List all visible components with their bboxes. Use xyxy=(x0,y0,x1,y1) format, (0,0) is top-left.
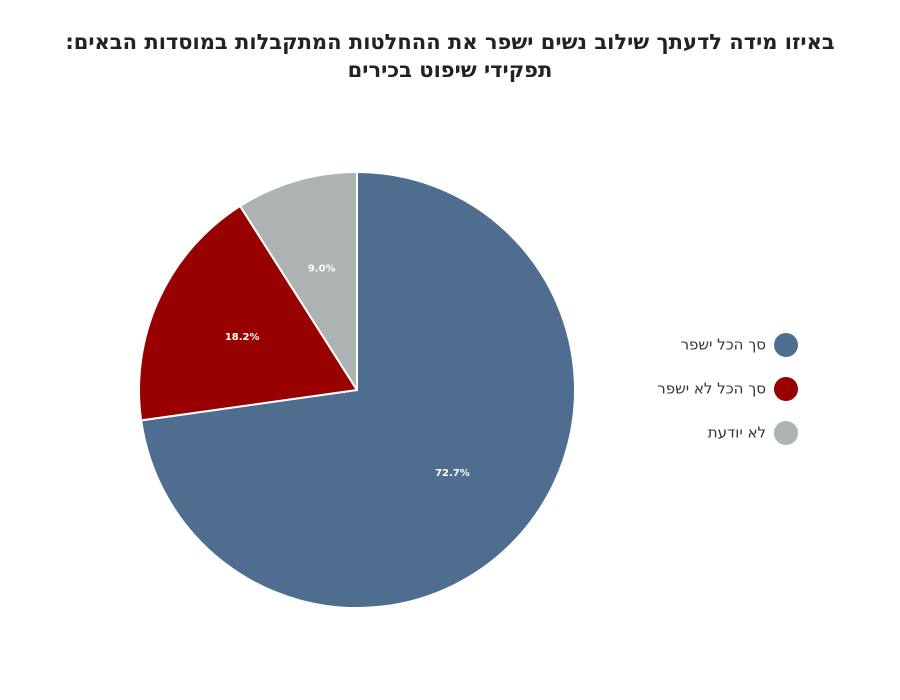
pie-slice-labels: 72.7% 18.2% 9.0% xyxy=(225,264,470,479)
chart-title-line-2: תפקידי שיפוט בכירים xyxy=(347,58,553,82)
slice-3-value-label: 9.0% xyxy=(308,264,336,275)
slice-3 xyxy=(239,171,358,391)
chart-title-line-1: באיזו מידה לדעתך שילוב נשים ישפר את ההחל… xyxy=(65,30,835,54)
slice-1-value-label: 72.7% xyxy=(435,468,470,479)
slice-2 xyxy=(138,205,358,422)
pie-slices xyxy=(138,171,576,609)
legend: סך הכל ישפר סך הכל לא ישפר לא יודעת xyxy=(657,333,798,445)
legend-marker-2 xyxy=(774,377,798,401)
legend-label-2: סך הכל לא ישפר xyxy=(657,380,766,398)
legend-label-1: סך הכל ישפר xyxy=(681,336,766,354)
chart-title: באיזו מידה לדעתך שילוב נשים ישפר את ההחל… xyxy=(0,28,900,84)
legend-marker-1 xyxy=(774,333,798,357)
legend-marker-3 xyxy=(774,421,798,445)
slice-1 xyxy=(140,171,576,609)
slice-2-value-label: 18.2% xyxy=(225,332,260,343)
legend-label-3: לא יודעת xyxy=(708,424,766,442)
